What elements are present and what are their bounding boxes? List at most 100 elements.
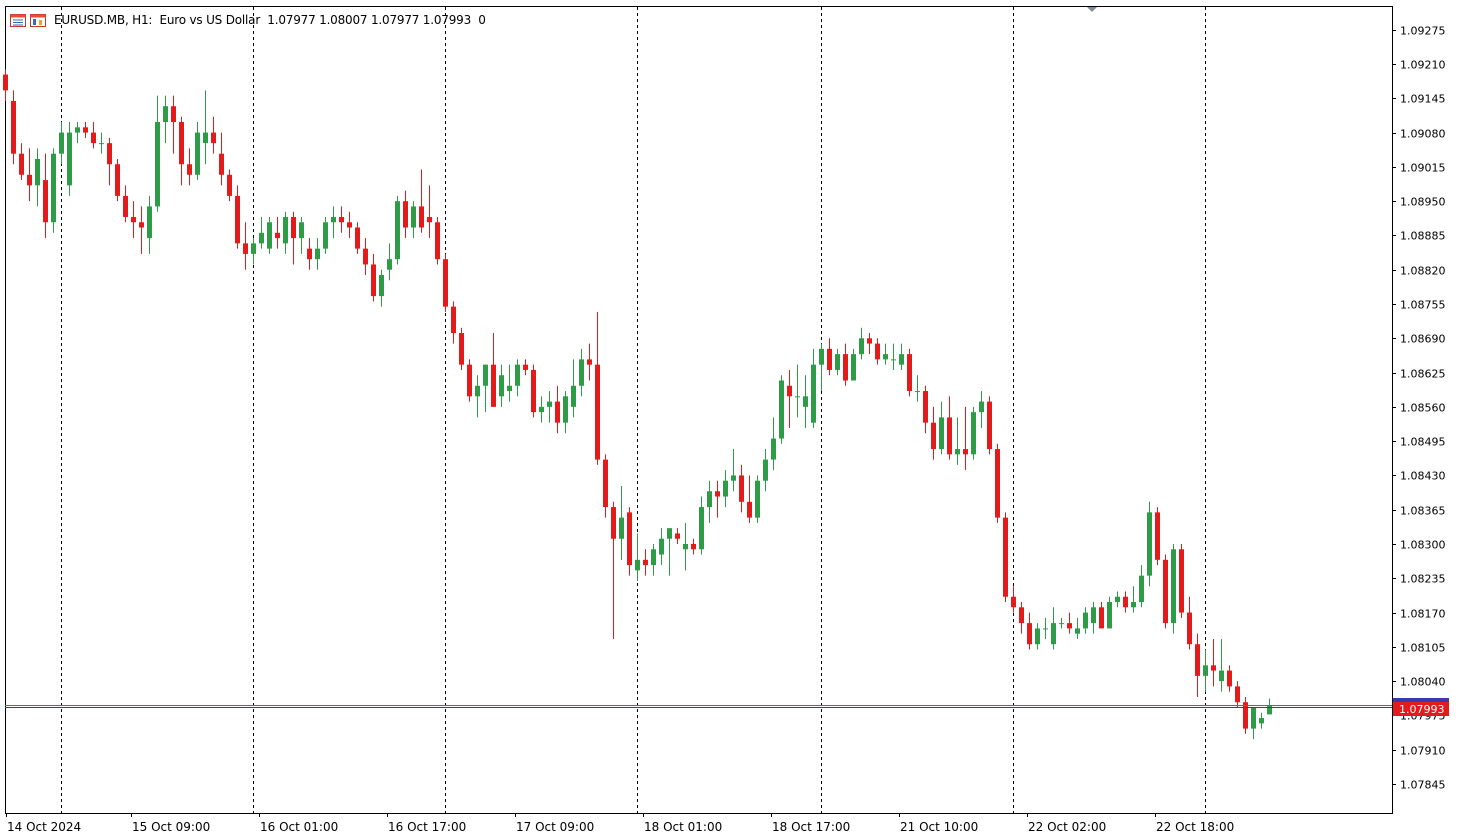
candle[interactable] (563, 396, 568, 423)
candle[interactable] (339, 216, 344, 223)
candle[interactable] (331, 216, 336, 223)
candle[interactable] (1187, 612, 1192, 645)
candle[interactable] (595, 364, 600, 460)
candle[interactable] (19, 153, 24, 175)
candle[interactable] (891, 359, 896, 361)
candle[interactable] (811, 364, 816, 423)
candle[interactable] (539, 406, 544, 413)
candle[interactable] (907, 354, 912, 392)
candle[interactable] (739, 475, 744, 502)
candle[interactable] (723, 480, 728, 497)
candle[interactable] (995, 449, 1000, 518)
candle[interactable] (299, 222, 304, 239)
candle[interactable] (147, 206, 152, 239)
candle[interactable] (1203, 665, 1208, 676)
candle[interactable] (475, 385, 480, 397)
candle[interactable] (91, 132, 96, 144)
candle[interactable] (955, 449, 960, 455)
candle[interactable] (387, 259, 392, 270)
candle[interactable] (1123, 596, 1128, 608)
candle[interactable] (603, 459, 608, 508)
candle[interactable] (483, 364, 488, 386)
candle[interactable] (755, 480, 760, 518)
candle[interactable] (443, 259, 448, 307)
candle[interactable] (227, 174, 232, 196)
candle[interactable] (83, 127, 88, 133)
candle[interactable] (371, 264, 376, 297)
candle[interactable] (1139, 575, 1144, 603)
candle[interactable] (515, 364, 520, 386)
candle[interactable] (635, 559, 640, 571)
candle[interactable] (1003, 517, 1008, 597)
candle[interactable] (347, 222, 352, 228)
candle[interactable] (675, 533, 680, 539)
candle[interactable] (59, 132, 64, 154)
candle[interactable] (1043, 628, 1048, 630)
candle[interactable] (1083, 612, 1088, 629)
candle[interactable] (731, 475, 736, 481)
candle[interactable] (435, 222, 440, 260)
candle[interactable] (1107, 602, 1112, 629)
candle[interactable] (307, 248, 312, 260)
candle[interactable] (851, 354, 856, 381)
candle[interactable] (1067, 623, 1072, 629)
candle[interactable] (579, 359, 584, 386)
candle[interactable] (715, 491, 720, 497)
candle[interactable] (1195, 644, 1200, 676)
candle[interactable] (667, 528, 672, 539)
candle[interactable] (139, 222, 144, 228)
candle[interactable] (1091, 607, 1096, 624)
candle[interactable] (1163, 559, 1168, 624)
candle[interactable] (203, 132, 208, 144)
candle[interactable] (251, 243, 256, 254)
candle[interactable] (1131, 602, 1136, 608)
candle[interactable] (499, 375, 504, 397)
candle[interactable] (75, 127, 80, 133)
candle[interactable] (795, 396, 800, 398)
candle[interactable] (1059, 623, 1064, 625)
candle[interactable] (323, 222, 328, 249)
candle[interactable] (939, 417, 944, 450)
candle[interactable] (291, 216, 296, 239)
candle[interactable] (771, 438, 776, 460)
candle[interactable] (363, 248, 368, 265)
candle[interactable] (819, 348, 824, 365)
candle[interactable] (523, 364, 528, 370)
candle[interactable] (1227, 670, 1232, 687)
candle[interactable] (1115, 596, 1120, 603)
candle[interactable] (1211, 665, 1216, 671)
candle[interactable] (963, 449, 968, 455)
candle[interactable] (507, 385, 512, 392)
candle[interactable] (1219, 670, 1224, 682)
candle[interactable] (1171, 549, 1176, 624)
candle[interactable] (1027, 623, 1032, 645)
candle[interactable] (1147, 512, 1152, 576)
candle[interactable] (115, 164, 120, 196)
candle[interactable] (403, 201, 408, 228)
candle[interactable] (179, 122, 184, 165)
symbol-properties-icon[interactable] (30, 13, 46, 27)
candle[interactable] (651, 549, 656, 566)
candle[interactable] (555, 401, 560, 423)
candle[interactable] (283, 216, 288, 244)
candle[interactable] (395, 201, 400, 260)
candle[interactable] (211, 132, 216, 144)
candle[interactable] (931, 422, 936, 450)
candle[interactable] (571, 385, 576, 407)
candle[interactable] (947, 417, 952, 455)
candle[interactable] (643, 559, 648, 566)
candle[interactable] (419, 206, 424, 228)
candle[interactable] (1051, 623, 1056, 645)
candle[interactable] (467, 364, 472, 397)
candle[interactable] (899, 354, 904, 365)
candle[interactable] (355, 227, 360, 249)
candle[interactable] (1099, 607, 1104, 629)
candle[interactable] (587, 359, 592, 365)
candle[interactable] (123, 195, 128, 217)
chart-window-icon[interactable] (10, 13, 26, 27)
candle[interactable] (547, 401, 552, 407)
candle[interactable] (1179, 549, 1184, 613)
candle[interactable] (979, 401, 984, 413)
candle[interactable] (99, 143, 104, 145)
